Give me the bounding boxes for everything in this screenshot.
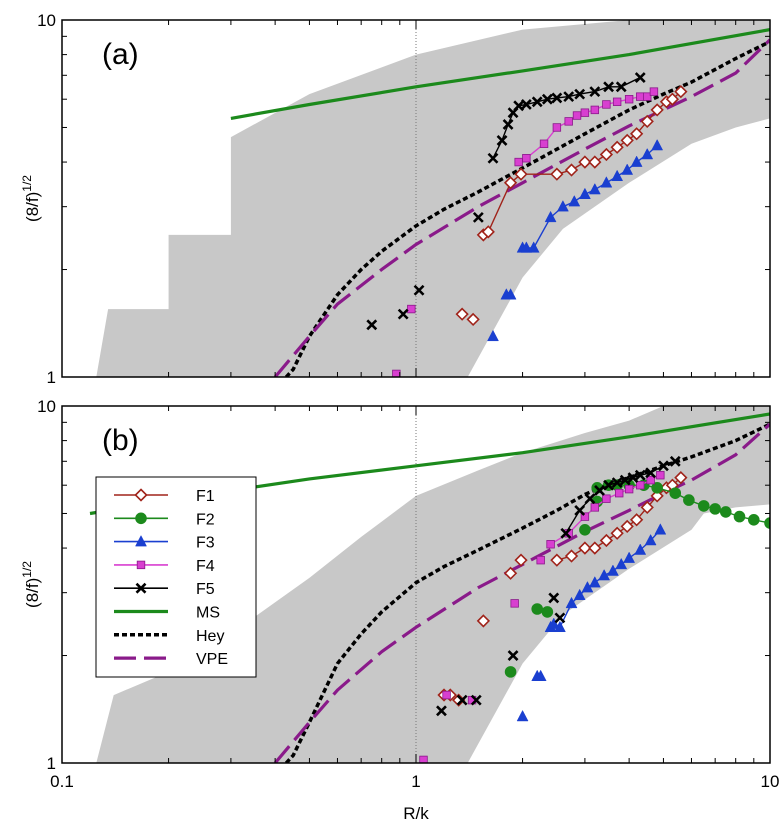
data-point-f2 [670,488,681,499]
legend: F1 F2 F3 F4 F5 MS Hey VPE [96,477,256,677]
panel-b: 1100.1 1 10(8/f)1/2R/k(b)F1F2F3F4F5MSHeyVP… [20,397,779,823]
x-tick-label: 0.1 [50,772,74,791]
data-point-f4 [511,600,519,608]
data-point-f4 [515,158,523,166]
data-band [96,20,770,377]
data-point-f2 [734,511,745,522]
data-point-f4 [615,489,623,497]
data-point-f4 [443,691,451,699]
y-tick-label: 10 [37,11,56,30]
legend-marker-f2 [136,513,147,524]
data-point-f2 [532,604,543,615]
series-f3 [517,670,546,721]
legend-label: F5 [196,581,215,598]
data-point-f4 [625,485,633,493]
data-point-f4 [547,540,555,548]
x-tick-label: 10 [761,772,780,791]
panel-a: 1 10 (8/f)1/2 (a) [20,11,770,387]
legend-box [96,477,256,677]
panel-label: (a) [102,38,139,71]
legend-label: Hey [196,628,224,645]
data-point-f4 [636,481,644,489]
data-point-f4 [523,154,531,162]
x-axis-title: R/k [403,804,429,823]
data-point-f4 [553,124,561,132]
x-tick-label: 1 [411,772,420,791]
data-point-f4 [591,106,599,114]
data-point-f4 [408,305,416,313]
legend-label: F2 [196,511,215,528]
data-point-f3 [517,710,528,721]
legend-label: F3 [196,535,215,552]
y-tick-label: 10 [37,397,56,416]
legend-marker-f4 [137,561,145,569]
panel-label: (b) [102,424,139,457]
y-axis-title: (8/f)1/2 [20,561,42,608]
data-point-f4 [613,98,621,106]
data-point-f4 [591,504,599,512]
y-tick-label: 1 [47,754,56,773]
legend-label: F1 [196,488,215,505]
y-tick-label: 1 [47,368,56,387]
data-point-f4 [647,476,655,484]
data-point-f4 [636,93,644,101]
data-point-f4 [603,495,611,503]
data-point-f4 [657,471,665,479]
legend-label: MS [196,605,220,622]
data-point-f4 [581,109,589,117]
data-point-f2 [580,525,591,536]
plot-area [96,20,770,378]
data-point-f4 [537,556,545,564]
data-point-f4 [625,95,633,103]
data-point-f2 [710,504,721,515]
data-point-f2 [684,495,695,506]
data-point-f4 [540,140,548,148]
legend-label: VPE [196,651,228,668]
data-point-f4 [573,112,581,120]
data-point-f2 [720,507,731,518]
data-point-f4 [565,118,573,126]
legend-label: F4 [196,558,215,575]
data-point-f4 [603,101,611,109]
data-point-f2 [542,607,553,618]
y-axis-title: (8/f)1/2 [20,175,42,222]
data-point-f2 [505,667,516,678]
data-point-f2 [749,514,760,525]
data-point-f4 [650,88,658,96]
data-point-f2 [698,501,709,512]
